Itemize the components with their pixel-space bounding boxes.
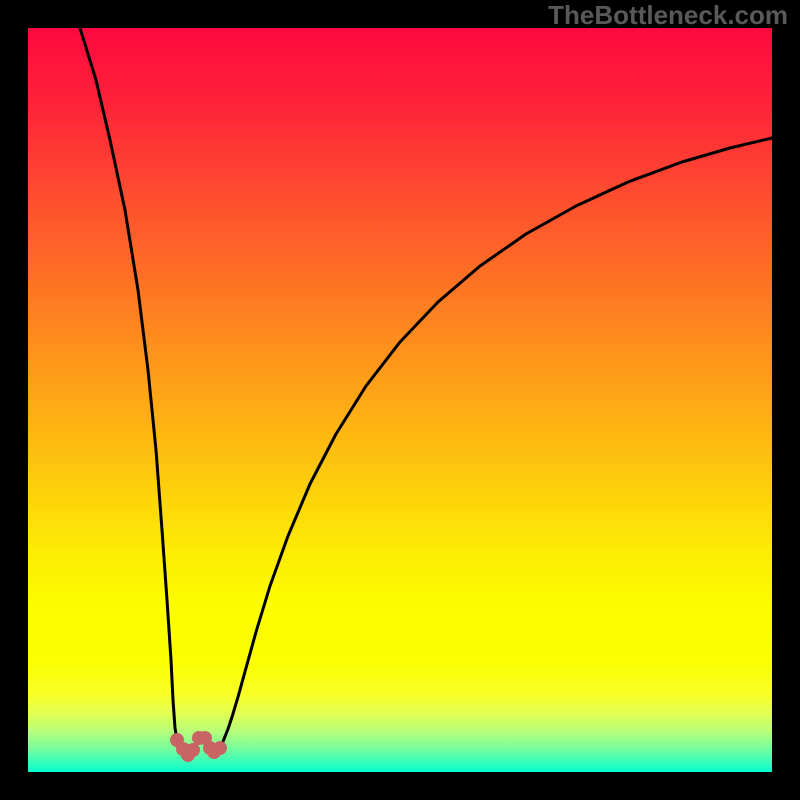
watermark-text: TheBottleneck.com: [548, 0, 788, 31]
bottleneck-curve: [80, 28, 772, 755]
curve-marker: [186, 743, 200, 757]
plot-border-right: [772, 0, 800, 800]
plot-border-bottom: [0, 772, 800, 800]
plot-border-left: [0, 0, 28, 800]
bottleneck-curve-overlay: [0, 0, 800, 800]
chart-container: TheBottleneck.com: [0, 0, 800, 800]
curve-marker: [213, 741, 227, 755]
